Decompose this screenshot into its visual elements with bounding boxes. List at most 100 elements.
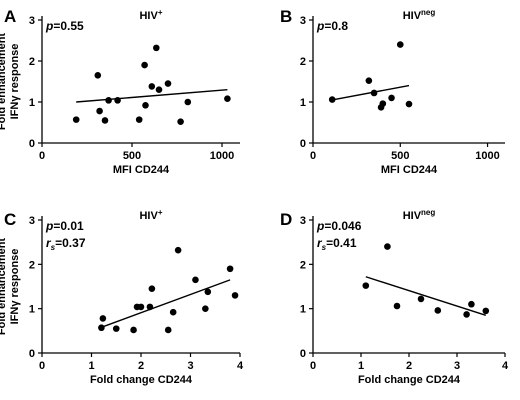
stat-annotation: rs=0.37: [46, 236, 86, 252]
x-tick-label: 500: [123, 150, 141, 162]
panel-letter: D: [280, 210, 292, 229]
data-point: [192, 276, 199, 284]
y-tick-label: 2: [29, 259, 35, 271]
data-point: [148, 83, 156, 90]
data-point: [101, 117, 109, 124]
data-point: [434, 307, 442, 314]
y-tick-label: 3: [29, 215, 35, 227]
data-point: [370, 89, 378, 97]
panel-title: HIVneg: [403, 8, 436, 22]
panel-title: HIV+: [139, 8, 162, 22]
trend-line: [101, 279, 231, 328]
panel-letter: B: [280, 7, 292, 26]
data-point: [417, 295, 425, 303]
panel-c: C HIV+ 0 1 2 3 0 1 2 3 4 Fold change CD244 Fold enha…: [0, 208, 244, 386]
data-point: [99, 315, 107, 322]
x-tick-label: 4: [502, 360, 509, 372]
x-tick-label: 0: [39, 360, 45, 372]
x-tick-label: 500: [391, 150, 409, 162]
x-tick-label: 4: [237, 360, 244, 372]
y-axis-label: Fold enhancementIFNγ response: [0, 238, 21, 336]
x-tick-label: 0: [310, 150, 316, 162]
data-point: [155, 86, 163, 93]
y-tick-label: 0: [29, 348, 35, 360]
panel-b: B HIVneg 0 1 2 3 0 500 1000 MFI CD244 p=0.8: [280, 7, 505, 176]
x-axis-label: MFI CD244: [381, 164, 438, 176]
x-axis-label: Fold change CD244: [90, 374, 193, 386]
trend-line: [332, 84, 410, 101]
data-point: [463, 311, 470, 318]
y-tick-label: 3: [29, 15, 35, 27]
panel-d: D HIVneg 0 1 2 3 0 1 2 3 4 Fold change CD244 p=0.046…: [280, 208, 509, 386]
data-point: [184, 98, 192, 106]
data-point: [148, 285, 156, 293]
data-point: [231, 292, 239, 299]
x-tick-label: 3: [454, 360, 460, 372]
y-tick-label: 2: [300, 56, 306, 68]
data-point: [405, 100, 413, 108]
stat-annotation: p=0.8: [316, 19, 348, 33]
x-tick-label: 1000: [210, 150, 234, 162]
data-point: [164, 80, 172, 87]
data-point: [142, 101, 149, 109]
data-point: [164, 326, 172, 334]
data-point: [130, 326, 137, 334]
x-tick-label: 1: [358, 360, 364, 372]
data-point: [396, 41, 404, 48]
y-tick-label: 1: [29, 304, 35, 316]
data-point: [96, 107, 103, 115]
panel-title: HIV+: [139, 208, 162, 222]
y-tick-label: 3: [300, 215, 306, 227]
data-point: [137, 303, 145, 311]
stat-annotation: p=0.046: [316, 219, 362, 233]
panel-title: HIVneg: [403, 208, 436, 222]
trend-line: [365, 276, 487, 316]
data-point: [105, 97, 112, 104]
x-tick-label: 2: [406, 360, 412, 372]
data-point: [224, 95, 231, 103]
data-point: [328, 96, 336, 103]
panel-letter: C: [4, 210, 16, 229]
data-point: [174, 246, 182, 254]
data-point: [204, 288, 212, 296]
data-point: [379, 100, 387, 107]
data-point: [362, 282, 370, 289]
x-tick-label: 1000: [475, 150, 499, 162]
y-tick-label: 2: [29, 56, 35, 68]
data-point: [365, 77, 373, 84]
data-point: [141, 61, 148, 69]
x-tick-label: 0: [310, 360, 316, 372]
data-point: [114, 97, 121, 104]
data-point: [468, 300, 475, 308]
stat-annotation: p=0.01: [45, 219, 84, 233]
data-point: [135, 116, 143, 123]
data-point: [177, 118, 184, 125]
data-point: [202, 305, 209, 312]
data-point: [482, 307, 490, 315]
data-point: [226, 265, 234, 273]
data-point: [72, 116, 80, 123]
x-tick-label: 3: [187, 360, 193, 372]
data-point: [388, 94, 395, 102]
x-axis-label: Fold change CD244: [358, 374, 461, 386]
data-point: [98, 324, 105, 332]
y-tick-label: 0: [29, 138, 35, 150]
y-tick-label: 0: [300, 138, 306, 150]
panel-letter: A: [4, 7, 16, 26]
x-axis-label: MFI CD244: [113, 164, 170, 176]
data-point: [384, 243, 391, 250]
data-point: [146, 303, 154, 311]
y-tick-label: 0: [300, 348, 306, 360]
y-tick-label: 1: [300, 97, 306, 109]
data-point: [112, 325, 120, 332]
x-tick-label: 0: [39, 150, 45, 162]
stat-annotation: p=0.55: [45, 19, 84, 33]
trend-line: [76, 89, 228, 103]
y-tick-label: 3: [300, 15, 306, 27]
stat-annotation: rs=0.41: [317, 236, 357, 252]
data-point: [153, 44, 160, 52]
data-point: [169, 308, 177, 316]
panel-a: A HIV+ 0 1 2 3 0 500 1000 MFI CD244 Fold enhanceme…: [0, 7, 240, 176]
x-tick-label: 1: [88, 360, 94, 372]
